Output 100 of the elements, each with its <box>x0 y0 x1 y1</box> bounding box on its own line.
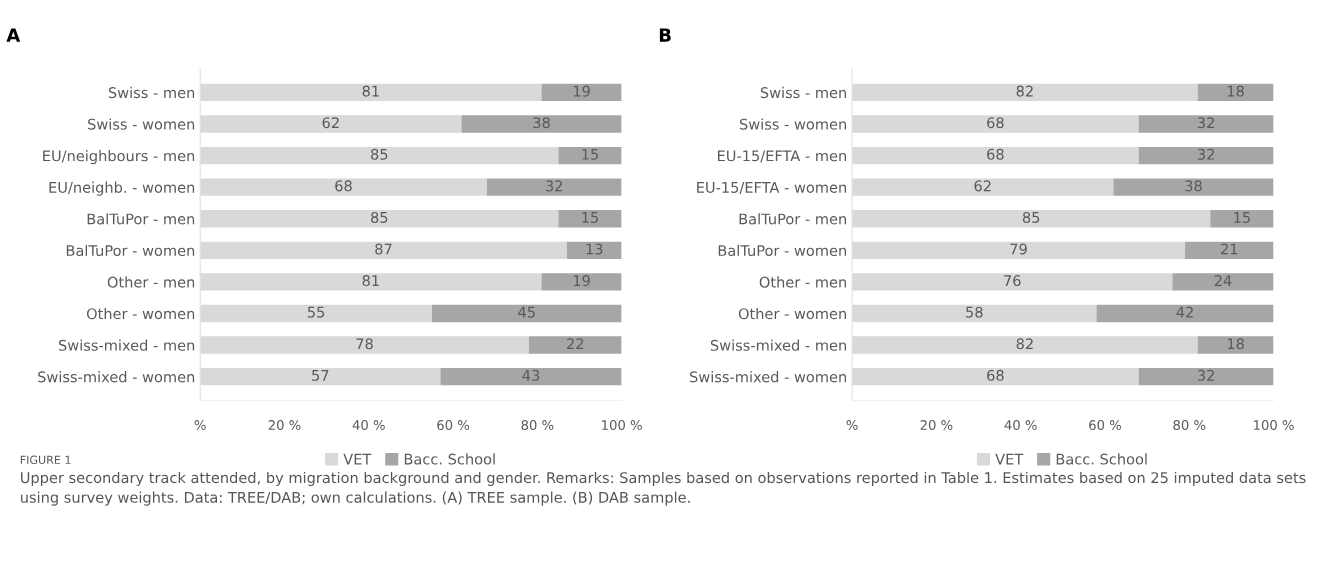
bar <box>1138 146 1274 165</box>
bar <box>1185 241 1274 259</box>
data-label: 24 <box>1214 275 1232 286</box>
y-tick-label: EU-15/EFTA - men <box>718 150 847 163</box>
bar <box>1197 83 1274 102</box>
data-label: 19 <box>573 85 590 97</box>
legend-label: Bacc. School <box>1056 453 1147 465</box>
bar <box>558 146 622 165</box>
y-tick-label: Swiss-mixed - men <box>58 339 195 351</box>
data-label: 87 <box>375 243 392 255</box>
bar <box>541 83 622 102</box>
y-tick-label: BalTuPor - women <box>66 244 195 257</box>
data-label: 68 <box>335 180 352 192</box>
y-tick-label: Swiss-mixed - women <box>38 371 195 383</box>
data-label: 85 <box>371 148 388 160</box>
bar <box>541 273 622 291</box>
data-label: 15 <box>582 148 599 160</box>
x-tick-label: 20 % <box>268 420 301 431</box>
x-tick-label: 60 % <box>437 420 470 431</box>
data-label: 68 <box>987 369 1004 381</box>
data-label: 58 <box>966 306 983 318</box>
data-label: 45 <box>518 306 535 318</box>
x-tick-label: 40 % <box>352 420 385 431</box>
y-tick-label: BalTuPor - men <box>87 213 195 225</box>
data-label: 15 <box>582 212 599 223</box>
y-tick-label: Swiss - women <box>88 118 195 130</box>
bar <box>1138 367 1274 386</box>
y-tick-label: EU-15/EFTA - women <box>697 182 847 195</box>
x-tick-label: 20 % <box>920 420 953 431</box>
bar <box>1197 336 1274 354</box>
data-label: 19 <box>573 275 590 287</box>
x-tick-label: % <box>846 420 858 431</box>
data-label: 62 <box>974 180 991 192</box>
y-tick-label: Swiss-mixed - men <box>710 339 846 351</box>
data-label: 32 <box>1197 117 1214 129</box>
bar <box>440 367 622 386</box>
y-tick-label: EU/neighb. - women <box>49 181 195 196</box>
data-label: 68 <box>987 117 1004 129</box>
y-tick-label: Other - women <box>86 307 195 320</box>
data-label: 79 <box>1010 243 1027 255</box>
y-tick-label: EU/neighbours - men <box>43 150 195 165</box>
bar <box>486 178 622 196</box>
text: B <box>659 28 671 42</box>
y-tick-label: Swiss - women <box>739 118 846 130</box>
bar <box>528 336 622 354</box>
data-label: 21 <box>1221 243 1238 255</box>
data-label: 85 <box>371 211 388 223</box>
bar <box>1113 178 1274 196</box>
y-tick-label: Swiss - men <box>760 86 846 99</box>
bar <box>1210 210 1274 228</box>
data-label: 43 <box>522 369 540 381</box>
bar <box>1096 304 1274 323</box>
data-label: 22 <box>567 338 584 350</box>
y-tick-label: Other - men <box>107 276 195 288</box>
bar <box>558 210 622 228</box>
data-label: 78 <box>356 338 373 350</box>
y-tick-label: BalTuPor - men <box>739 213 846 225</box>
data-label: 76 <box>1004 275 1021 287</box>
data-label: 32 <box>1197 369 1214 381</box>
data-label: 38 <box>1185 180 1202 192</box>
data-label: 57 <box>312 370 329 381</box>
y-tick-label: Swiss-mixed - women <box>690 371 846 383</box>
x-tick-label: 100 % <box>1254 420 1294 431</box>
data-label: 85 <box>1022 211 1040 223</box>
data-label: 38 <box>533 117 550 129</box>
data-label: 18 <box>1227 338 1244 350</box>
x-tick-label: 100 % <box>602 420 642 431</box>
data-label: 15 <box>1234 212 1250 223</box>
legend-label: VET <box>995 453 1024 465</box>
y-tick-label: BalTuPor - women <box>718 244 846 257</box>
bar <box>461 115 622 133</box>
data-label: 42 <box>1176 306 1193 318</box>
bar <box>566 241 622 259</box>
data-label: 82 <box>1016 85 1033 97</box>
bar <box>1138 115 1274 133</box>
x-tick-label: % <box>194 420 206 431</box>
data-label: 18 <box>1227 85 1244 97</box>
data-label: 32 <box>1197 148 1214 160</box>
text: Upper secondary track attended, by migration background and gender. Remarks: Samples based on observations reported in Table 1. Estimates based on 25 imputed data sets using survey weights. Data: TREE/DAB; own calculations. (A) TREE sample. (B) DAB sample. <box>20 471 1306 506</box>
data-label: 55 <box>307 306 325 318</box>
data-label: 81 <box>362 85 379 97</box>
data-label: 82 <box>1016 338 1033 350</box>
legend-label: VET <box>343 453 372 465</box>
x-tick-label: 60 % <box>1089 420 1121 431</box>
data-label: 32 <box>546 180 563 192</box>
y-tick-label: Swiss - men <box>108 86 195 99</box>
y-tick-label: Other - women <box>738 307 846 320</box>
x-tick-label: 40 % <box>1004 420 1037 431</box>
x-tick-label: 80 % <box>521 420 554 431</box>
data-label: 62 <box>322 117 339 129</box>
caption: FIGURE 1 <box>20 455 71 465</box>
data-label: 81 <box>362 275 379 287</box>
bar <box>431 304 622 323</box>
y-tick-label: Other - men <box>759 276 846 288</box>
data-label: 68 <box>987 148 1004 160</box>
text: A <box>6 28 21 42</box>
data-label: 13 <box>586 243 603 255</box>
legend-label: Bacc. School <box>404 453 495 465</box>
bar <box>1172 273 1274 291</box>
x-tick-label: 80 % <box>1173 420 1206 431</box>
